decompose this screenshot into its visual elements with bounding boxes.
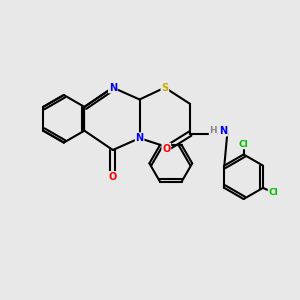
Text: O: O — [109, 172, 117, 182]
Text: N: N — [219, 126, 227, 136]
Text: S: S — [161, 82, 168, 93]
Text: N: N — [109, 82, 117, 93]
Text: Cl: Cl — [268, 188, 278, 197]
Text: N: N — [136, 133, 144, 143]
Text: Cl: Cl — [239, 140, 248, 148]
Text: O: O — [162, 143, 170, 154]
Text: H: H — [209, 126, 217, 135]
